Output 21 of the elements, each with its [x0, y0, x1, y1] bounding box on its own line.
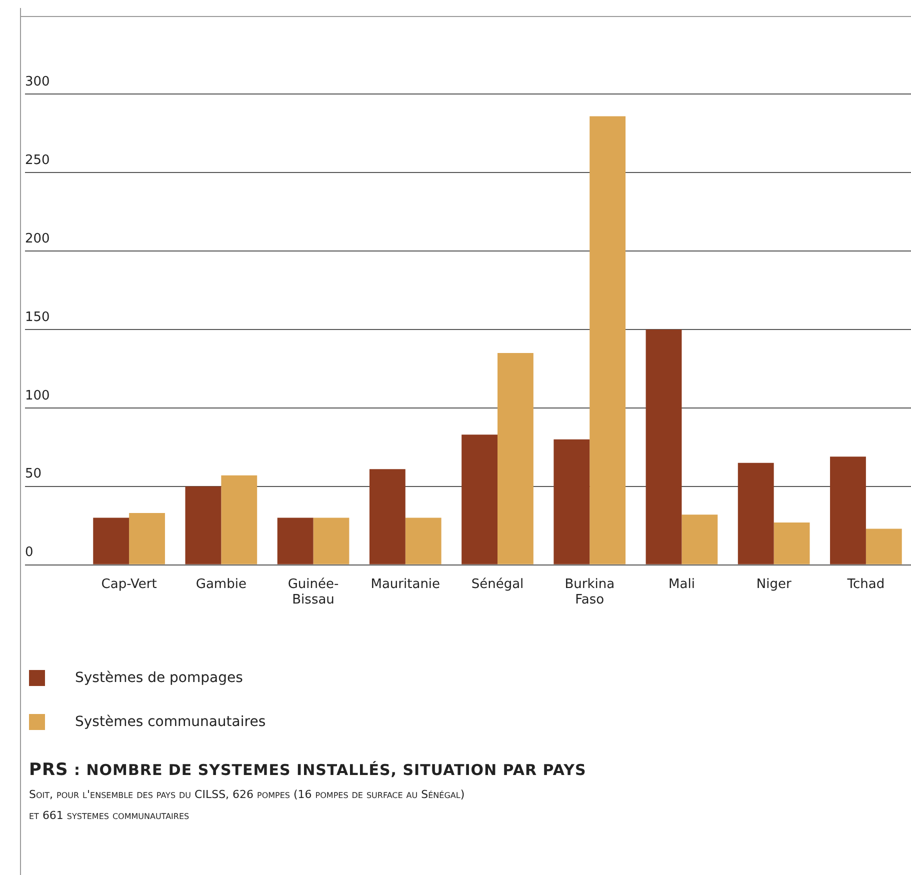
- text: Soit, pour l'ensemble des pays du CILSS, 626 pompes (16 pompes de surface au Sénégal): [29, 788, 466, 801]
- x-tick-label: Mauritanie: [370, 576, 440, 592]
- y-tick-label: 200: [25, 231, 50, 246]
- y-tick-label: 50: [25, 466, 42, 482]
- x-tick-label: Niger: [756, 576, 792, 592]
- x-tick-label: Sénégal: [471, 576, 524, 592]
- legend-label: Systèmes de pompages: [75, 670, 243, 686]
- y-tick-label: 100: [25, 388, 50, 404]
- y-tick-label: 250: [25, 153, 50, 168]
- x-tick-label: Tchad: [846, 576, 885, 592]
- text: PRS : NOMBRE DE SYSTEMES INSTALLÉS, SITUATION PAR PAYS: [29, 760, 586, 780]
- x-tick-label: Cap-Vert: [101, 576, 157, 592]
- x-tick-label: Mali: [668, 576, 695, 592]
- x-tick-label: Guinée-Bissau: [288, 576, 340, 608]
- x-tick-label: Burkina Faso: [564, 576, 615, 608]
- y-tick-label: 300: [25, 74, 50, 90]
- x-tick-label: Gambie: [196, 576, 246, 592]
- legend-label: Systèmes communautaires: [75, 714, 266, 730]
- y-tick-label: 0: [25, 545, 34, 560]
- text: et 661 systemes communautaires: [29, 809, 190, 822]
- y-tick-label: 150: [25, 310, 50, 325]
